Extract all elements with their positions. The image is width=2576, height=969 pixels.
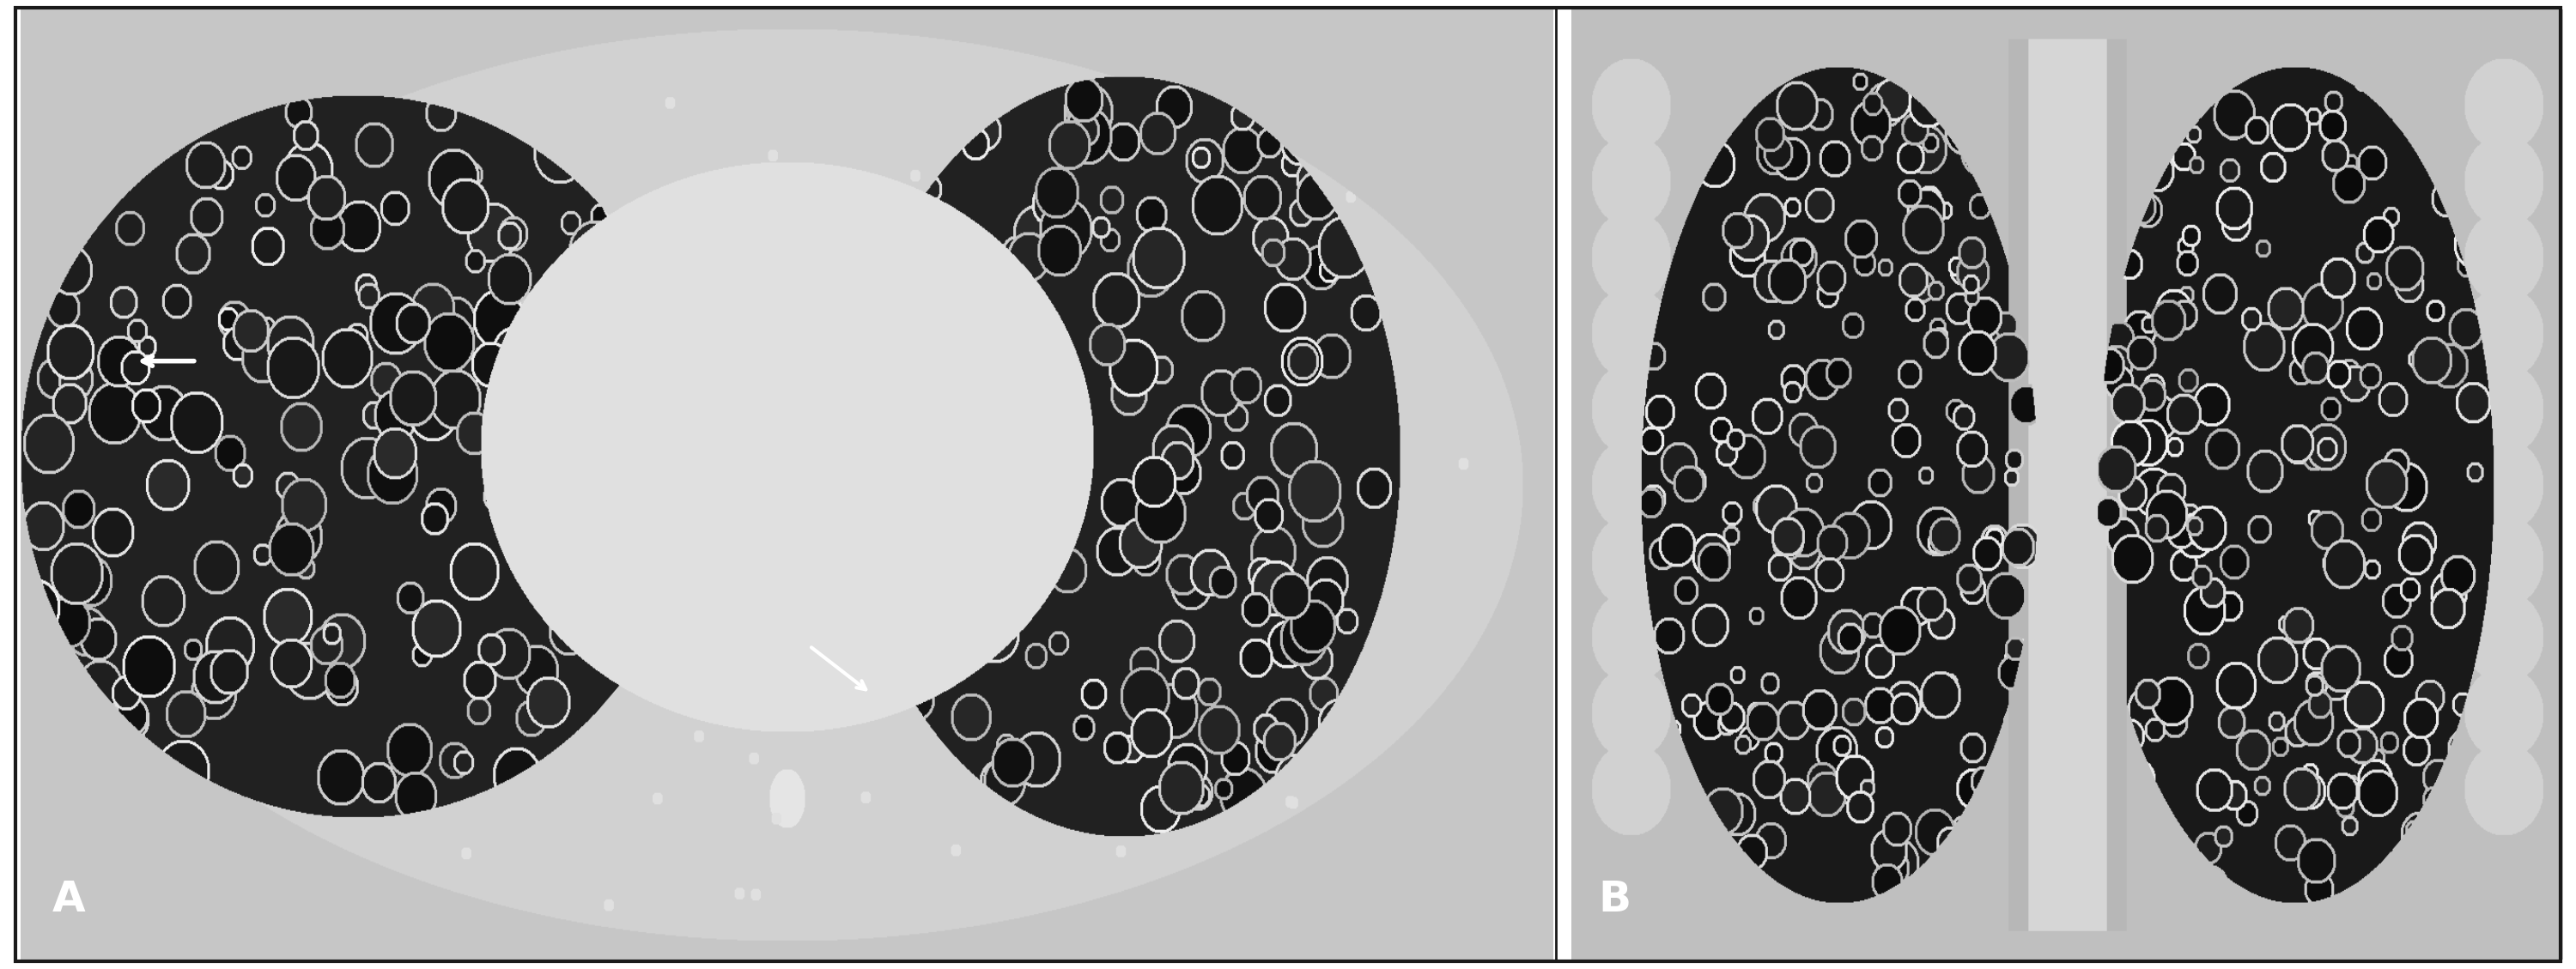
Text: A: A	[52, 879, 85, 921]
Text: B: B	[1597, 879, 1631, 921]
